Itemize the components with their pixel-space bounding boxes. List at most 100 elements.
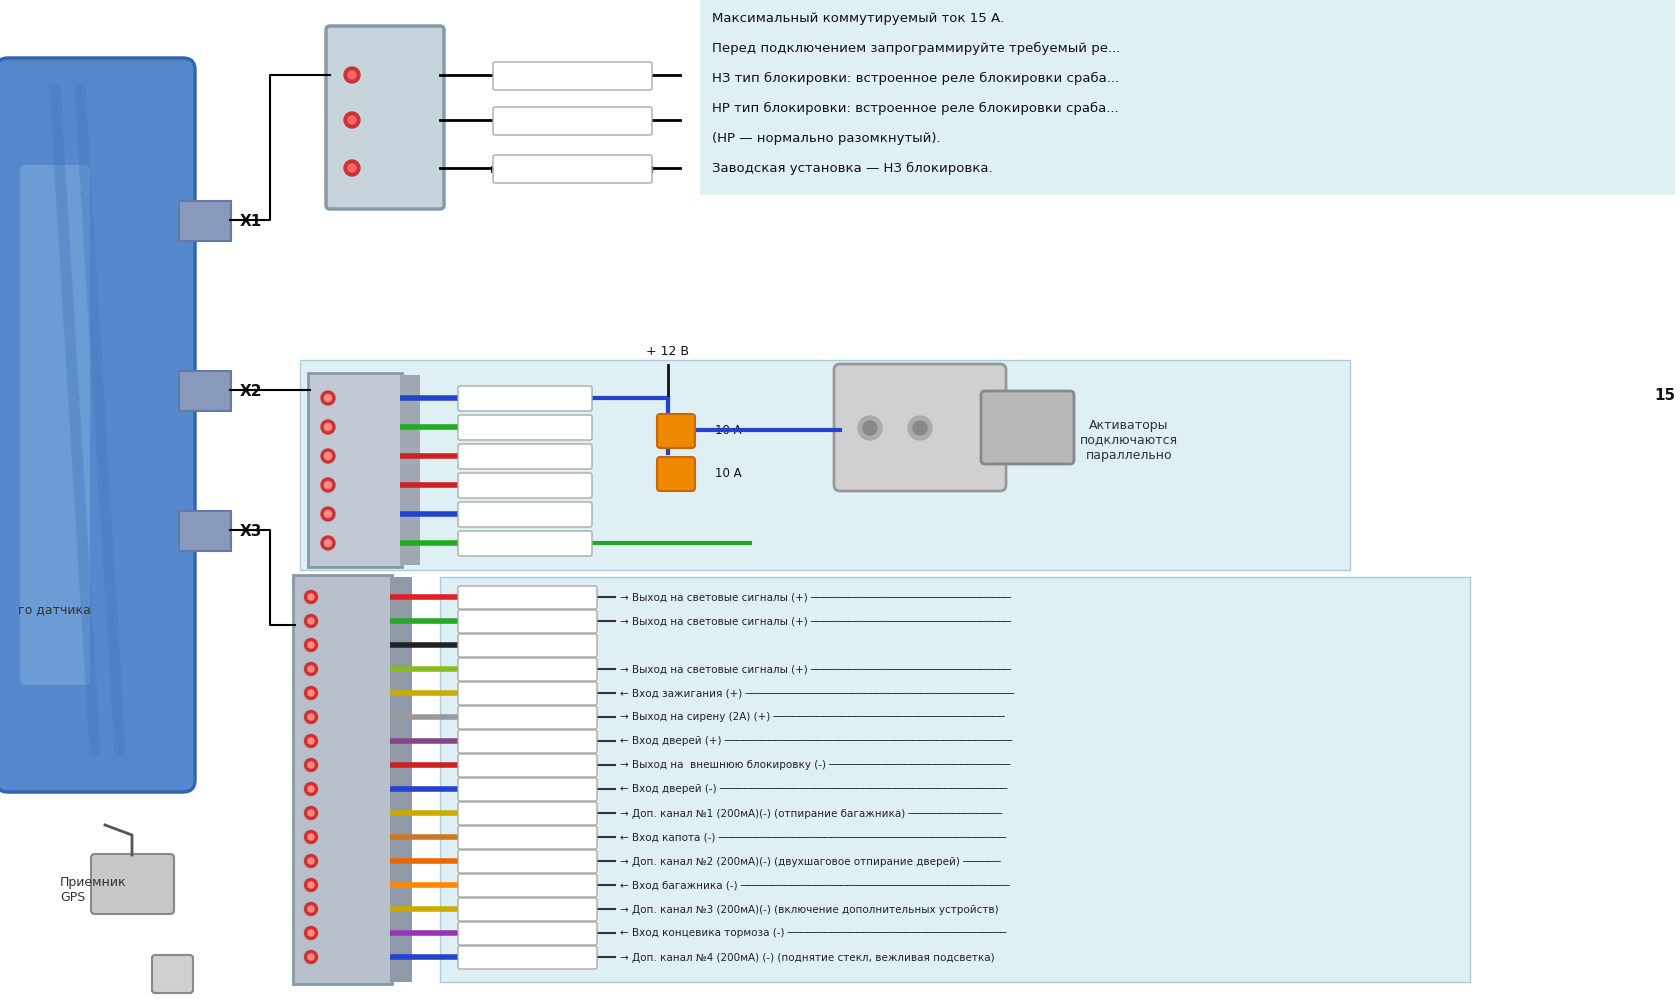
- Text: желтый: желтый: [504, 688, 549, 698]
- Circle shape: [307, 858, 314, 864]
- Text: го датчика: го датчика: [18, 604, 91, 617]
- FancyBboxPatch shape: [492, 107, 652, 135]
- Text: Максимальный коммутируемый ток 15 А.: Максимальный коммутируемый ток 15 А.: [712, 12, 1003, 25]
- Circle shape: [321, 420, 334, 434]
- FancyBboxPatch shape: [457, 634, 596, 657]
- FancyBboxPatch shape: [0, 58, 195, 792]
- FancyBboxPatch shape: [699, 0, 1673, 195]
- FancyBboxPatch shape: [457, 946, 596, 969]
- Circle shape: [304, 807, 318, 820]
- FancyBboxPatch shape: [457, 682, 596, 705]
- FancyBboxPatch shape: [390, 577, 412, 982]
- Circle shape: [304, 927, 318, 940]
- Text: ← Вход концевика тормоза (-) ───────────────────────────────────: ← Вход концевика тормоза (-) ───────────…: [620, 929, 1006, 939]
- Text: ← Вход дверей (-) ──────────────────────────────────────────────: ← Вход дверей (-) ──────────────────────…: [620, 785, 1006, 795]
- Text: зеленый: зеленый: [499, 423, 549, 433]
- FancyBboxPatch shape: [457, 754, 596, 777]
- Text: ← Вход дверей (+) ──────────────────────────────────────────────: ← Вход дверей (+) ──────────────────────…: [620, 736, 1011, 746]
- Circle shape: [307, 906, 314, 912]
- Text: красный: красный: [502, 593, 551, 603]
- Text: НЗ тип блокировки: встроенное реле блокировки сраба...: НЗ тип блокировки: встроенное реле блоки…: [712, 72, 1119, 86]
- FancyBboxPatch shape: [457, 923, 596, 945]
- Circle shape: [307, 930, 314, 936]
- Circle shape: [304, 902, 318, 915]
- Circle shape: [324, 424, 331, 431]
- FancyBboxPatch shape: [457, 802, 596, 825]
- FancyBboxPatch shape: [457, 415, 591, 440]
- Text: зелено-черный: зелено-черный: [480, 538, 570, 548]
- FancyBboxPatch shape: [457, 531, 591, 556]
- Text: → Доп. канал №4 (200мА) (-) (поднятие стекл, вежливая подсветка): → Доп. канал №4 (200мА) (-) (поднятие ст…: [620, 953, 995, 963]
- Circle shape: [304, 783, 318, 796]
- FancyBboxPatch shape: [457, 706, 596, 729]
- Circle shape: [304, 639, 318, 652]
- Text: нормально разомкнутый: нормально разомкнутый: [489, 163, 654, 175]
- FancyBboxPatch shape: [457, 850, 596, 873]
- FancyBboxPatch shape: [299, 360, 1349, 570]
- Circle shape: [307, 690, 314, 696]
- Circle shape: [304, 759, 318, 772]
- Circle shape: [304, 686, 318, 699]
- Text: X1: X1: [240, 213, 262, 228]
- Circle shape: [324, 394, 331, 401]
- Text: сине-красный: сине-красный: [486, 736, 568, 746]
- FancyBboxPatch shape: [292, 575, 391, 984]
- Circle shape: [857, 416, 882, 440]
- FancyBboxPatch shape: [492, 155, 652, 183]
- Circle shape: [304, 878, 318, 891]
- FancyBboxPatch shape: [178, 371, 230, 411]
- Text: желто-белый: желто-белый: [487, 904, 566, 914]
- Text: черно-красный: черно-красный: [480, 481, 570, 491]
- Text: оранжево-белый: оранжево-белый: [477, 880, 576, 890]
- Circle shape: [304, 831, 318, 843]
- Circle shape: [304, 734, 318, 747]
- Text: Перед подключением запрограммируйте требуемый ре...: Перед подключением запрограммируйте треб…: [712, 42, 1119, 55]
- Text: черно-красный: черно-красный: [482, 761, 571, 771]
- Text: (НР — нормально разомкнутый).: (НР — нормально разомкнутый).: [712, 132, 941, 145]
- Circle shape: [307, 810, 314, 816]
- FancyBboxPatch shape: [457, 502, 591, 527]
- Circle shape: [324, 539, 331, 546]
- FancyBboxPatch shape: [457, 444, 591, 469]
- Circle shape: [307, 618, 314, 624]
- FancyBboxPatch shape: [457, 778, 596, 801]
- Text: черно-красный: черно-красный: [480, 452, 570, 462]
- FancyBboxPatch shape: [457, 874, 596, 897]
- Circle shape: [348, 71, 356, 79]
- Circle shape: [304, 615, 318, 628]
- Text: X2: X2: [240, 383, 262, 398]
- Text: желто-черный: желто-черный: [484, 809, 570, 819]
- Text: серый: серый: [509, 712, 544, 722]
- Circle shape: [307, 666, 314, 672]
- Text: → Выход на световые сигналы (+) ────────────────────────────────: → Выход на световые сигналы (+) ────────…: [620, 665, 1010, 674]
- Text: Заводская установка — НЗ блокировка.: Заводская установка — НЗ блокировка.: [712, 162, 991, 175]
- Text: X3: X3: [240, 523, 262, 538]
- Circle shape: [304, 951, 318, 964]
- FancyBboxPatch shape: [457, 473, 591, 498]
- Circle shape: [348, 164, 356, 172]
- Text: общий: общий: [549, 69, 593, 82]
- FancyBboxPatch shape: [457, 586, 596, 609]
- Circle shape: [324, 482, 331, 489]
- FancyBboxPatch shape: [457, 826, 596, 849]
- Text: → Доп. канал №2 (200мА)(-) (двухшаговое отпирание дверей) ──────: → Доп. канал №2 (200мА)(-) (двухшаговое …: [620, 856, 1000, 866]
- Text: + 12 В: + 12 В: [647, 345, 689, 358]
- Circle shape: [344, 160, 360, 176]
- Circle shape: [321, 536, 334, 550]
- FancyBboxPatch shape: [457, 610, 596, 633]
- FancyBboxPatch shape: [151, 955, 193, 993]
- FancyBboxPatch shape: [657, 414, 694, 448]
- Circle shape: [307, 594, 314, 600]
- Circle shape: [321, 478, 334, 492]
- Circle shape: [307, 786, 314, 792]
- Text: оранж.-фиолет.: оранж.-фиолет.: [480, 929, 573, 939]
- Circle shape: [344, 112, 360, 128]
- Circle shape: [324, 510, 331, 517]
- Circle shape: [912, 421, 926, 435]
- Text: → Выход на световые сигналы (+) ────────────────────────────────: → Выход на световые сигналы (+) ────────…: [620, 617, 1010, 627]
- FancyBboxPatch shape: [440, 577, 1468, 982]
- Text: Приемник
GPS: Приемник GPS: [60, 876, 126, 904]
- Text: НР тип блокировки: встроенное реле блокировки сраба...: НР тип блокировки: встроенное реле блоки…: [712, 102, 1117, 115]
- Circle shape: [348, 116, 356, 124]
- Circle shape: [304, 663, 318, 675]
